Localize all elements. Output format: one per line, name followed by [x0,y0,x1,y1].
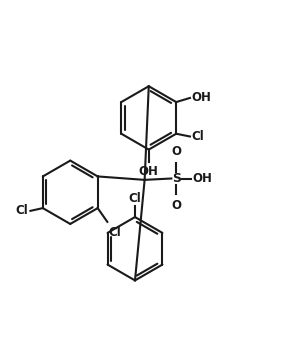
Text: OH: OH [193,172,213,185]
Text: OH: OH [139,165,159,178]
Text: Cl: Cl [191,130,204,143]
Text: OH: OH [191,91,211,104]
Text: O: O [171,198,181,212]
Text: S: S [172,172,181,185]
Text: Cl: Cl [109,226,121,239]
Text: O: O [171,145,181,159]
Text: Cl: Cl [15,204,28,217]
Text: Cl: Cl [129,192,141,205]
